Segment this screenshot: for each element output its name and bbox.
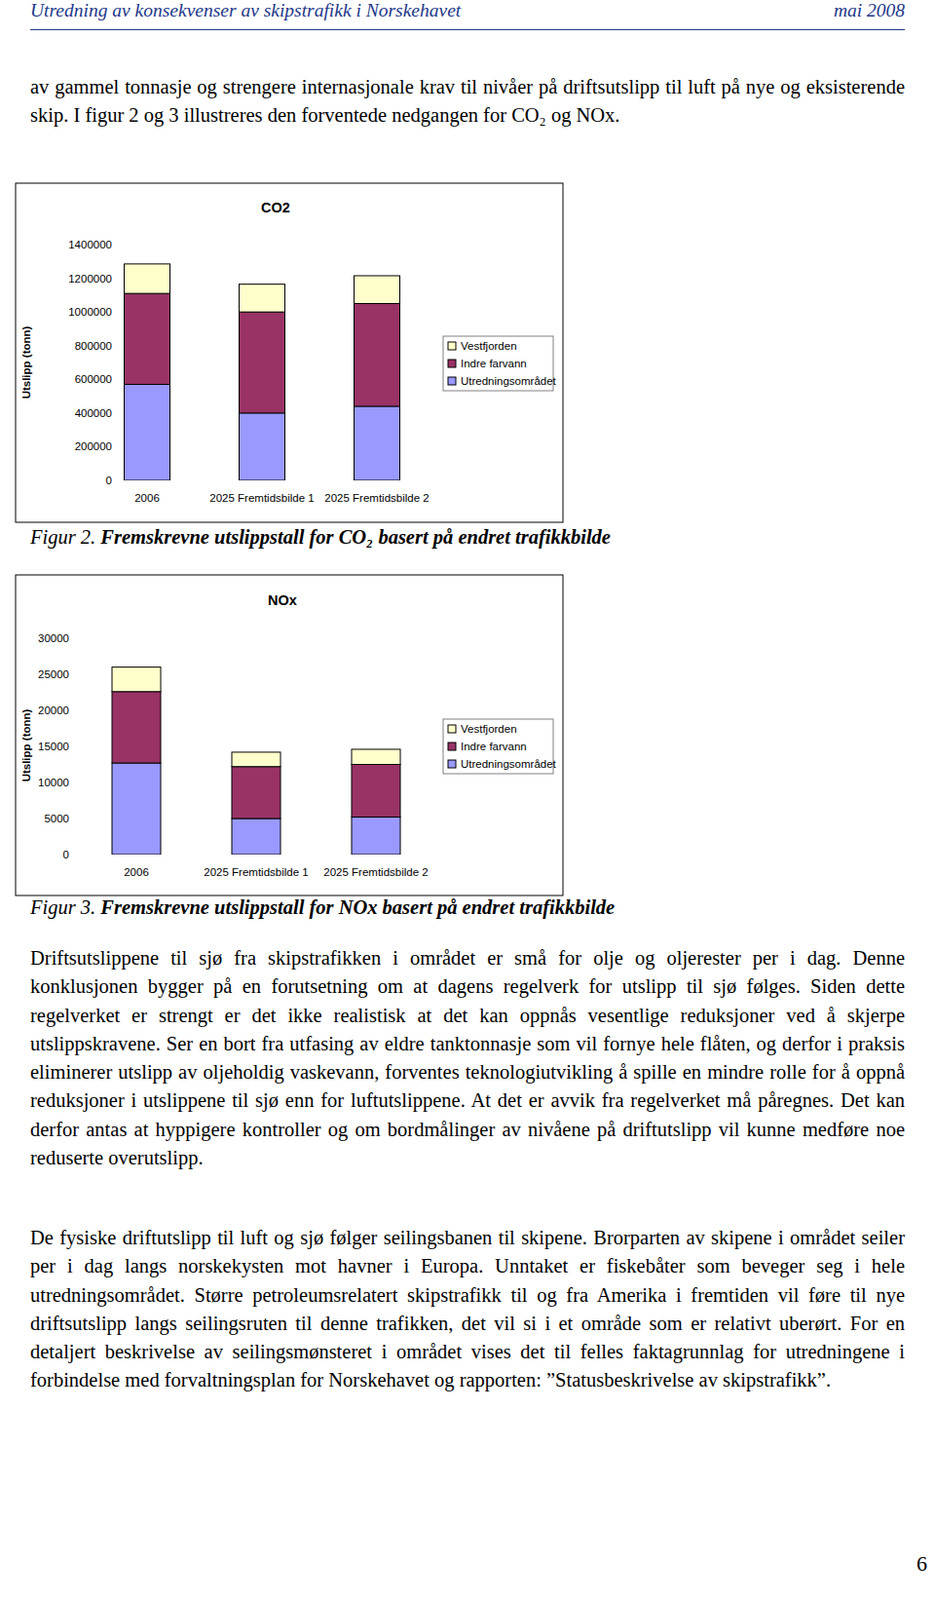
legend-swatch [448, 341, 456, 350]
caption-text: Fremskrevne utslippstall for CO₂ basert … [100, 525, 611, 548]
y-tick-label: 400000 [74, 407, 113, 419]
bar [231, 766, 281, 819]
y-tick-label: 30000 [37, 632, 70, 644]
bar [354, 275, 401, 304]
bar [124, 293, 171, 384]
y-tick-label: 1400000 [68, 238, 113, 251]
legend: Vestfjorden Indre farvann Utredningsområde… [443, 336, 558, 391]
header-title: Utredning av konsekvenser av skipstrafik… [30, 0, 461, 22]
bar [354, 303, 401, 407]
y-tick-label: 0 [63, 848, 70, 861]
legend-swatch [448, 376, 456, 385]
legend-label: Indre farvann [460, 740, 527, 752]
bar [124, 383, 171, 481]
y-tick-label: 0 [106, 474, 113, 487]
bar [112, 667, 161, 692]
bar [112, 762, 161, 855]
legend: Vestfjorden Indre farvann Utredningsområde… [443, 718, 558, 774]
y-tick-label: 200000 [74, 440, 113, 452]
legend-swatch [448, 742, 456, 750]
page-number: 6 [916, 1548, 928, 1577]
bar [239, 412, 286, 481]
bars [112, 667, 401, 855]
intro: av gammel tonnasje og strengere internas… [30, 73, 905, 131]
y-tick-label: 1000000 [68, 305, 113, 318]
chart-frame [15, 183, 563, 523]
legend-label: Utredningsområdet [460, 757, 558, 770]
caption-text: Fremskrevne utslippstall for NOx basert … [100, 896, 615, 918]
paragraph: De fysiske driftutslipp til luft og sjø … [30, 1223, 905, 1395]
bar [351, 748, 401, 765]
bar [354, 406, 401, 481]
caption-label: Figur 2. [30, 525, 96, 548]
bar [351, 817, 401, 855]
y-tick-label: 20000 [37, 704, 70, 716]
x-tick-label: 2025 Fremtidsbilde 2 [323, 865, 428, 878]
legend-label: Vestfjorden [460, 339, 518, 352]
caption-label: Figur 3. [30, 896, 96, 918]
y-tick-label: 1200000 [68, 272, 113, 285]
chart: NOx Utslipp (tonn) 0 5000 10000 15000 20000 250… [15, 574, 563, 896]
x-tick-label: 2025 Fremtidsbilde 1 [203, 865, 308, 878]
legend-swatch [448, 359, 456, 368]
axis-label: Utslipp (tonn) [20, 325, 33, 399]
bar [231, 751, 281, 767]
chart-frame [15, 574, 563, 896]
bar [112, 691, 161, 763]
legend-label: Utredningsområdet [460, 374, 558, 387]
legend-label: Indre farvann [460, 357, 527, 370]
bars [124, 263, 401, 481]
caption: Figur 2. Fremskrevne utslippstall for CO… [30, 523, 905, 552]
bar [239, 284, 286, 313]
x-tick-label: 2025 Fremtidsbilde 1 [209, 491, 314, 504]
chart-title: NOx [267, 592, 298, 608]
caption: Figur 3. Fremskrevne utslippstall for NO… [30, 893, 905, 922]
bar [231, 818, 281, 855]
x-tick-label: 2006 [123, 865, 150, 878]
axis-label: Utslipp (tonn) [20, 708, 33, 782]
header-rule [30, 29, 905, 31]
charts: CO2Utslipp (tonn)02000004000006000008000… [0, 0, 935, 1600]
bar [351, 764, 401, 818]
bar [239, 311, 286, 413]
legend-label: Vestfjorden [460, 722, 518, 735]
y-tick-label: 600000 [74, 373, 113, 385]
bar [124, 263, 171, 294]
x-tick-label: 2006 [134, 491, 160, 504]
y-tick-label: 800000 [74, 339, 113, 352]
y-tick-label: 5000 [43, 812, 70, 824]
legend-swatch [448, 724, 456, 733]
legend-swatch [448, 759, 456, 768]
y-tick-label: 25000 [37, 668, 70, 680]
y-tick-label: 15000 [37, 740, 70, 752]
chart-title: CO2 [261, 199, 291, 216]
chart: CO2 Utslipp (tonn) 0 200000 400000 600000 8000… [15, 183, 563, 523]
header-date: mai 2008 [833, 0, 905, 22]
x-tick-label: 2025 Fremtidsbilde 2 [324, 491, 429, 504]
paragraph: Driftsutslippene til sjø fra skipstrafik… [30, 943, 905, 1172]
y-tick-label: 10000 [37, 776, 70, 788]
